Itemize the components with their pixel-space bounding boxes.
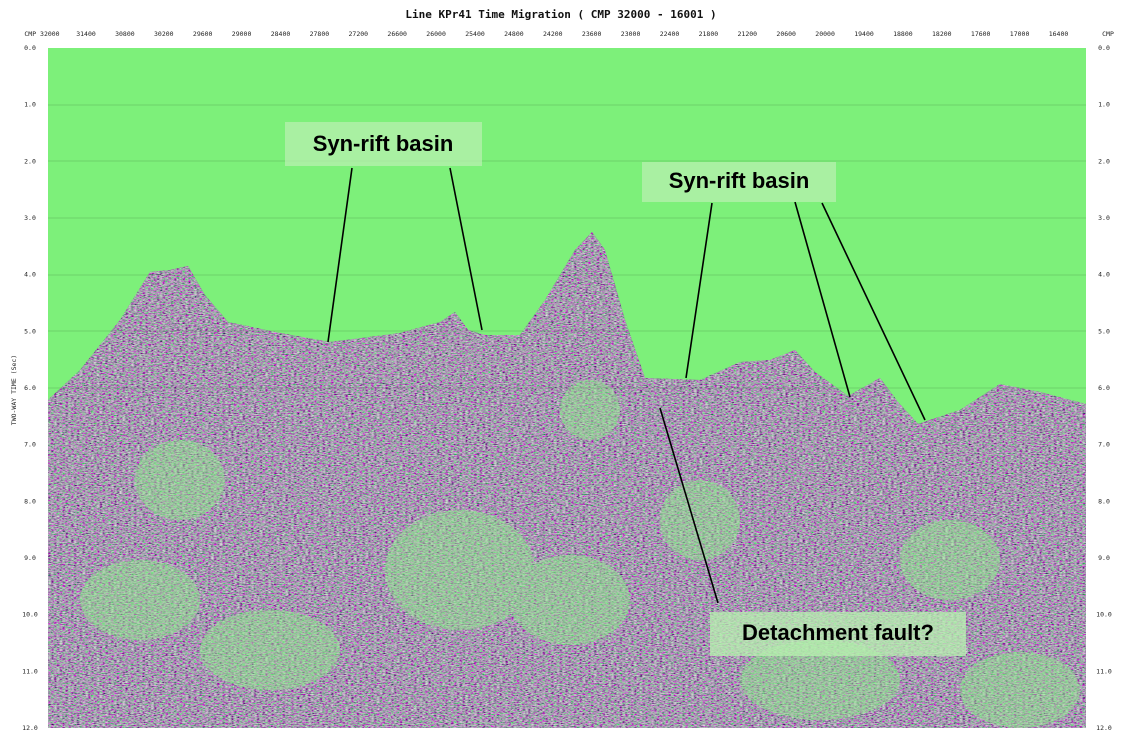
cmp-label: CMP: [1102, 30, 1114, 38]
time-label: 8.0: [1098, 497, 1110, 505]
cmp-label: 22400: [660, 30, 680, 38]
cmp-label: 17600: [971, 30, 991, 38]
cmp-label: 27800: [310, 30, 330, 38]
figure-title: Line KPr41 Time Migration ( CMP 32000 - …: [405, 8, 716, 21]
cmp-label: 26600: [387, 30, 407, 38]
cmp-label: 24200: [543, 30, 563, 38]
time-label: 3.0: [24, 214, 36, 222]
time-label: 4.0: [1098, 271, 1110, 279]
cmp-label: 24800: [504, 30, 524, 38]
cmp-label: 29600: [193, 30, 213, 38]
y-axis-title: TWO-WAY TIME (Sec): [10, 355, 18, 425]
cmp-label: 29000: [232, 30, 252, 38]
time-label: 10.0: [22, 611, 38, 619]
annotation: Syn-rift basin: [669, 168, 810, 193]
cmp-label: 18200: [932, 30, 952, 38]
time-label: 1.0: [1098, 101, 1110, 109]
seismic-figure: Line KPr41 Time Migration ( CMP 32000 - …: [0, 0, 1122, 734]
cmp-label: 31400: [76, 30, 96, 38]
time-label: 12.0: [1096, 724, 1112, 732]
time-label: 6.0: [24, 384, 36, 392]
time-label: 10.0: [1096, 611, 1112, 619]
time-label: 7.0: [24, 441, 36, 449]
cmp-label: 30200: [154, 30, 174, 38]
cmp-label: 26000: [426, 30, 446, 38]
time-label: 12.0: [22, 724, 38, 732]
cmp-label: 19400: [854, 30, 874, 38]
time-label: 7.0: [1098, 441, 1110, 449]
time-label: 9.0: [1098, 554, 1110, 562]
time-label: 2.0: [24, 157, 36, 165]
time-label: 3.0: [1098, 214, 1110, 222]
cmp-label: 17000: [1010, 30, 1030, 38]
time-label: 11.0: [1096, 667, 1112, 675]
cmp-label: 23600: [582, 30, 602, 38]
cmp-label: 16400: [1049, 30, 1069, 38]
time-label: 5.0: [24, 327, 36, 335]
time-label: 5.0: [1098, 327, 1110, 335]
time-label: 4.0: [24, 271, 36, 279]
time-label: 0.0: [1098, 44, 1110, 52]
annotation: Detachment fault?: [742, 620, 934, 645]
time-label: 8.0: [24, 497, 36, 505]
page: Line KPr41 Time Migration ( CMP 32000 - …: [0, 0, 1122, 734]
cmp-label: 20000: [815, 30, 835, 38]
time-label: 6.0: [1098, 384, 1110, 392]
cmp-label: 21200: [738, 30, 758, 38]
cmp-label: 18800: [893, 30, 913, 38]
cmp-label: 28400: [271, 30, 291, 38]
cmp-label: 30800: [115, 30, 135, 38]
time-label: 0.0: [24, 44, 36, 52]
time-label: 9.0: [24, 554, 36, 562]
cmp-label: 20600: [776, 30, 796, 38]
cmp-label: 21800: [699, 30, 719, 38]
cmp-label: 25400: [465, 30, 485, 38]
time-label: 1.0: [24, 101, 36, 109]
time-label: 11.0: [22, 667, 38, 675]
cmp-label: 23000: [621, 30, 641, 38]
cmp-label: 27200: [349, 30, 369, 38]
cmp-label: CMP 32000: [24, 30, 59, 38]
annotation: Syn-rift basin: [313, 131, 454, 156]
time-label: 2.0: [1098, 157, 1110, 165]
